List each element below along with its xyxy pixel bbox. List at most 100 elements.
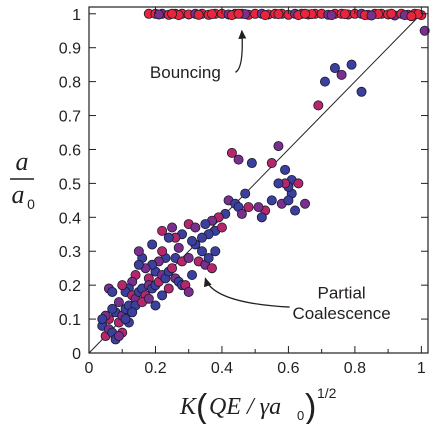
coalescence-point [273, 141, 284, 152]
bouncing-point [300, 8, 311, 19]
annotation-label: Coalescence [292, 304, 390, 323]
coalescence-point [280, 164, 291, 175]
x-axis-title-open-paren: ( [196, 388, 208, 424]
y-tick-label: 0.2 [59, 278, 81, 295]
x-axis-title-expr: QE / γa [209, 394, 281, 420]
coalescence-point [196, 246, 207, 257]
points-layer [88, 8, 430, 354]
coalescence-point [233, 154, 244, 165]
x-axis-title-exponent: 1/2 [317, 385, 337, 401]
y-tick-label: 0.7 [59, 109, 81, 126]
axes-layer [88, 6, 429, 354]
y-tick-label: 0.5 [59, 176, 81, 193]
coalescence-point [157, 290, 168, 301]
x-tick-label: 0.2 [144, 360, 166, 377]
plot-frame [88, 6, 429, 354]
coalescence-point [266, 195, 277, 206]
coalescence-point [117, 280, 128, 291]
bouncing-point [366, 10, 377, 21]
coalescence-point [256, 212, 267, 223]
coalescence-point [266, 158, 277, 169]
coalescence-point [419, 25, 430, 36]
x-tick-label: 0 [85, 360, 94, 377]
bouncing-arrow [234, 29, 247, 73]
coalescence-point [187, 236, 198, 247]
coalescence-point [157, 246, 168, 257]
coalescence-point [253, 202, 264, 213]
y-axis-title-denominator: a [12, 180, 25, 209]
coalescence-point [163, 283, 174, 294]
y-tick-label: 0.4 [59, 210, 81, 227]
coalescence-point [203, 253, 214, 264]
coalescence-point [150, 300, 161, 311]
bouncing-point [153, 9, 164, 20]
bouncing-point [326, 10, 337, 21]
y-axis-title: a a 0 [10, 147, 35, 212]
bouncing-point [339, 9, 350, 20]
bouncing-point [406, 11, 417, 22]
coalescence-point [319, 76, 330, 87]
coalescence-point [290, 205, 301, 216]
coalescence-point [127, 307, 138, 318]
coalescence-point [240, 188, 251, 199]
coalescence-point [167, 222, 178, 233]
coalescence-point [143, 293, 154, 304]
y-tick-label: 0.3 [59, 244, 81, 261]
x-axis-title: K ( QE / γa 0 ) 1/2 [179, 385, 337, 426]
coalescence-point [183, 286, 194, 297]
y-tick-label: 1 [72, 7, 81, 24]
y-axis-title-subscript: 0 [27, 196, 35, 212]
coalescence-point [200, 219, 211, 230]
y-tick-label: 0.6 [59, 142, 81, 159]
coalescence-point [210, 246, 221, 257]
coalescence-point [133, 246, 144, 257]
x-tick-label: 0.4 [211, 360, 233, 377]
coalescence-point [346, 59, 357, 70]
coalescence-point [133, 259, 144, 270]
bouncing-point [206, 9, 217, 20]
coalescence-point [283, 195, 294, 206]
coalescence-point [107, 303, 118, 314]
coalescence-point [196, 232, 207, 243]
bouncing-point [260, 10, 271, 21]
coalescence-arrow [203, 277, 290, 308]
coalescence-point [163, 232, 174, 243]
coalescence-point [246, 158, 257, 169]
bouncing-point [273, 9, 284, 20]
bouncing-point [386, 8, 397, 19]
y-tick-label: 0.1 [59, 312, 81, 329]
bouncing-point [193, 9, 204, 20]
coalescence-point [329, 63, 340, 74]
coalescence-point [206, 263, 217, 274]
coalescence-point [147, 239, 158, 250]
ticks-layer: 0 0.2 0.4 0.6 0.8 1 0 0.1 0.2 0.3 0.4 0.5 0.6 0.7 0.8 0… [59, 7, 428, 377]
coalescence-point [356, 86, 367, 97]
coalescence-point [120, 314, 131, 325]
annotation-label: Bouncing [150, 63, 221, 82]
coalescence-point [236, 208, 247, 219]
coalescence-point [113, 297, 124, 308]
coalescence-point [107, 286, 118, 297]
coalescence-point [167, 263, 178, 274]
coalescence-point [336, 69, 347, 80]
coalescence-point [226, 147, 237, 158]
x-tick-label: 0.8 [344, 360, 366, 377]
coalescence-point [243, 202, 254, 213]
bouncing-point [167, 8, 178, 19]
x-axis-title-subscript: 0 [297, 408, 304, 423]
y-axis-title-numerator: a [16, 147, 29, 176]
x-tick-label: 1 [417, 360, 426, 377]
y-tick-label: 0 [72, 346, 81, 363]
coalescence-point [273, 178, 284, 189]
coalescence-point [113, 331, 124, 342]
coalescence-point [313, 100, 324, 111]
coalescence-point [97, 314, 108, 325]
coalescence-point [157, 225, 168, 236]
coalescence-point [183, 253, 194, 264]
coalescence-point [173, 242, 184, 253]
coalescence-point [293, 178, 304, 189]
x-axis-title-text: K [179, 394, 198, 420]
